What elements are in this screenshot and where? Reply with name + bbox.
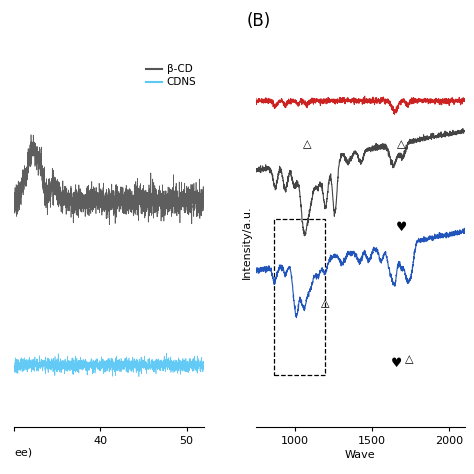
X-axis label: Wave: Wave (345, 450, 375, 460)
Text: △: △ (405, 355, 413, 365)
Bar (274, 219, 326, 374)
Text: △: △ (321, 299, 330, 309)
Text: △: △ (397, 139, 405, 149)
Text: ♥: ♥ (391, 356, 402, 370)
Text: ♥: ♥ (396, 221, 407, 234)
Legend: β-CD, CDNS: β-CD, CDNS (144, 62, 199, 90)
Text: △: △ (303, 139, 311, 149)
Text: ee): ee) (14, 447, 32, 457)
Text: (B): (B) (246, 12, 271, 30)
Y-axis label: Intensity/a.u.: Intensity/a.u. (242, 205, 252, 279)
